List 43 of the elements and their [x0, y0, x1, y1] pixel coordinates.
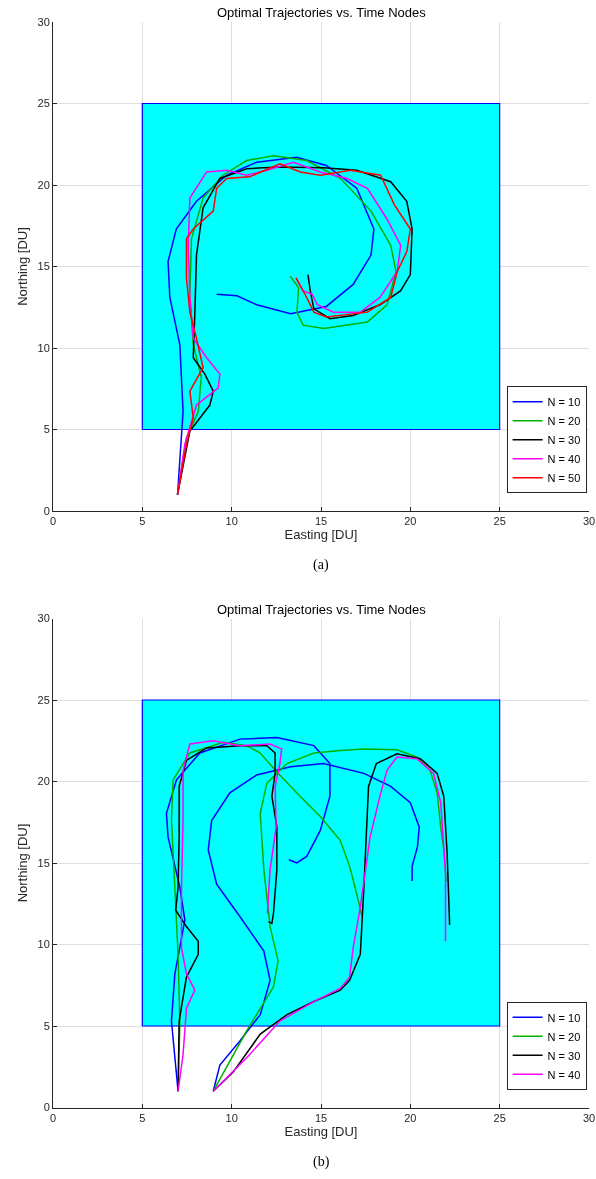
x-tick-label: 15	[314, 515, 328, 528]
legend-label: N = 20	[547, 1030, 581, 1043]
legend-label: N = 10	[547, 396, 581, 409]
y-tick-label: 10	[37, 341, 50, 354]
legend-label: N = 20	[547, 415, 581, 428]
y-tick-label: 5	[43, 423, 50, 436]
legend-label: N = 30	[547, 434, 581, 447]
legend-label: N = 40	[547, 1068, 581, 1081]
y-axis-title: Northing [DU]	[15, 227, 31, 306]
y-tick-label: 20	[37, 775, 50, 788]
x-tick-label: 10	[225, 1111, 238, 1124]
x-tick-label: 20	[404, 1111, 417, 1124]
x-axis-title: Easting [DU]	[284, 1123, 358, 1139]
y-tick-label: 0	[43, 504, 50, 517]
x-tick-label: 30	[582, 515, 596, 528]
x-axis-title: Easting [DU]	[284, 527, 358, 543]
x-tick-label: 20	[404, 515, 417, 528]
x-tick-label: 30	[582, 1111, 596, 1124]
y-tick-label: 15	[37, 260, 50, 273]
text: (a)	[313, 557, 329, 573]
y-tick-label: 25	[37, 693, 50, 706]
y-axis-title: Northing [DU]	[15, 823, 31, 903]
legend-label: N = 10	[547, 1011, 581, 1024]
y-tick-label: 20	[37, 178, 50, 191]
x-tick-label: 5	[139, 515, 146, 528]
x-tick-label: 15	[314, 1111, 328, 1124]
x-tick-label: 25	[493, 515, 506, 528]
y-tick-label: 5	[43, 1019, 50, 1032]
y-tick-label: 30	[37, 15, 50, 28]
x-tick-label: 10	[225, 515, 238, 528]
y-tick-label: 10	[37, 938, 50, 951]
legend-label: N = 50	[547, 472, 581, 485]
x-tick-label: 5	[139, 1111, 146, 1124]
chart-title: Optimal Trajectories vs. Time Nodes	[217, 5, 427, 20]
chart-title: Optimal Trajectories vs. Time Nodes	[217, 602, 427, 617]
y-tick-label: 30	[37, 612, 50, 625]
y-tick-label: 15	[37, 856, 50, 869]
text: (b)	[313, 1154, 330, 1170]
y-tick-label: 25	[37, 97, 50, 110]
legend-label: N = 30	[547, 1049, 581, 1062]
legend-label: N = 40	[547, 453, 581, 466]
x-tick-label: 25	[493, 1111, 506, 1124]
y-tick-label: 0	[43, 1101, 50, 1114]
